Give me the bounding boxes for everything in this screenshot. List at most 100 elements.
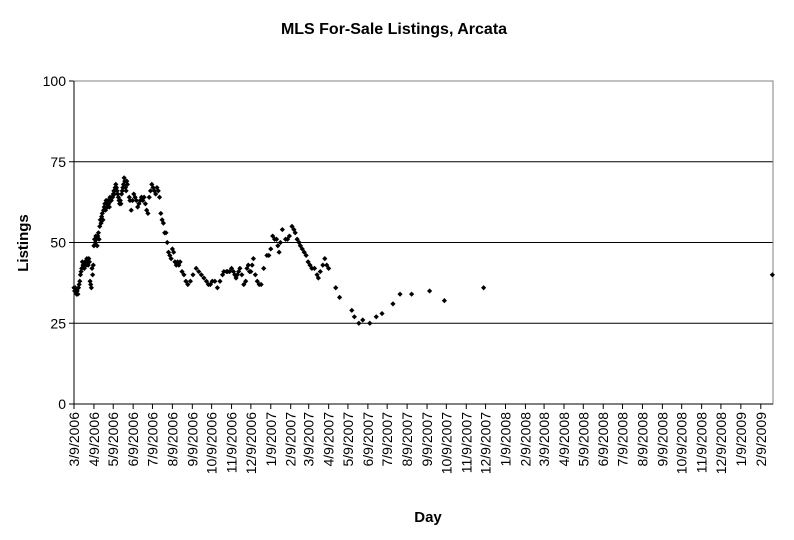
data-point	[268, 246, 274, 252]
data-point	[270, 233, 276, 239]
data-point	[163, 230, 169, 236]
data-point	[481, 285, 487, 291]
x-tick-label: 12/9/2008	[713, 412, 729, 474]
x-tick-label: 12/9/2007	[478, 412, 494, 474]
y-tick-label: 75	[50, 154, 66, 170]
data-point	[273, 236, 280, 242]
data-point	[322, 256, 328, 262]
data-point	[275, 243, 281, 249]
x-tick-label: 9/9/2008	[654, 412, 670, 467]
x-tick-label: 9/9/2007	[419, 412, 435, 467]
data-point	[214, 285, 221, 291]
x-tick-label: 7/9/2006	[144, 412, 160, 467]
data-point	[86, 256, 92, 262]
data-point	[245, 262, 251, 268]
data-point	[75, 291, 81, 297]
data-point	[326, 265, 332, 271]
x-tick-label: 5/9/2008	[575, 412, 591, 467]
data-point	[181, 272, 187, 278]
data-point	[118, 201, 124, 207]
data-point	[190, 272, 196, 278]
x-tick-label: 8/9/2007	[399, 412, 415, 467]
data-point	[239, 272, 245, 278]
data-point	[244, 265, 250, 271]
data-point	[198, 272, 204, 278]
data-point	[88, 285, 94, 291]
y-tick-label: 50	[50, 235, 66, 251]
data-point	[351, 314, 357, 320]
y-tick-labels: 0 25 50 75 100	[43, 73, 67, 412]
data-point	[141, 194, 147, 200]
data-point	[128, 207, 134, 213]
data-point	[77, 272, 84, 278]
x-tick-label: 4/9/2006	[86, 412, 102, 467]
x-tick-label: 8/9/2008	[634, 412, 650, 467]
data-point	[196, 268, 202, 275]
data-point	[212, 278, 218, 284]
data-point	[187, 278, 193, 284]
data-point	[100, 217, 106, 223]
x-tick-label: 4/9/2008	[556, 412, 572, 467]
data-point	[89, 265, 95, 271]
chart-title: MLS For-Sale Listings, Arcata	[281, 21, 507, 38]
data-point	[217, 278, 223, 284]
x-tick-label: 3/9/2008	[536, 412, 552, 467]
data-point	[250, 256, 257, 262]
data-point	[111, 191, 118, 197]
data-point	[252, 272, 258, 278]
x-tick-label: 5/9/2006	[105, 412, 121, 467]
data-point	[75, 285, 82, 291]
x-tick-label: 11/9/2008	[694, 412, 710, 473]
data-point	[258, 281, 264, 288]
data-point	[441, 298, 447, 304]
data-point	[121, 175, 127, 181]
data-point	[276, 249, 282, 255]
x-tick-label: 6/9/2006	[125, 412, 141, 467]
data-point	[315, 275, 321, 281]
data-point	[409, 291, 415, 297]
data-point	[160, 220, 166, 226]
data-point	[317, 268, 323, 275]
data-point	[123, 188, 129, 194]
data-point	[299, 246, 305, 252]
x-tick-label: 6/9/2008	[595, 412, 611, 467]
data-point	[158, 210, 164, 217]
data-point	[336, 294, 343, 301]
data-point	[72, 285, 78, 291]
data-point	[233, 275, 239, 281]
data-point	[95, 230, 102, 236]
data-point	[147, 188, 154, 194]
x-tick-label: 3/9/2006	[66, 412, 82, 467]
data-point	[261, 265, 267, 271]
data-point	[367, 320, 373, 326]
x-tick-label: 9/9/2006	[184, 412, 200, 467]
x-tick-label: 2/9/2009	[753, 412, 769, 467]
x-tick-label: 11/9/2006	[224, 412, 240, 473]
data-point	[286, 233, 293, 239]
data-point	[81, 265, 87, 271]
x-tick-label: 10/9/2006	[204, 412, 220, 474]
data-point	[133, 197, 139, 204]
data-point	[333, 285, 339, 291]
data-point	[292, 230, 298, 236]
data-point	[243, 278, 249, 284]
x-tick-label: 12/9/2006	[243, 412, 259, 474]
data-point	[193, 265, 199, 271]
x-tick-label: 10/9/2007	[438, 412, 454, 474]
data-point	[356, 320, 362, 326]
x-tick-label: 2/9/2008	[517, 412, 533, 467]
x-tick-label: 4/9/2007	[321, 412, 337, 467]
x-tick-label: 10/9/2008	[674, 412, 690, 474]
x-axis-title: Day	[414, 509, 442, 526]
y-tick-label: 100	[43, 73, 67, 89]
data-point	[390, 301, 396, 307]
data-point	[249, 262, 255, 268]
data-point	[373, 314, 379, 320]
data-point	[129, 197, 136, 204]
data-point	[77, 278, 83, 284]
data-point	[90, 262, 96, 268]
y-tick-label: 25	[50, 315, 66, 331]
data-point	[277, 239, 284, 246]
data-point	[379, 310, 385, 317]
